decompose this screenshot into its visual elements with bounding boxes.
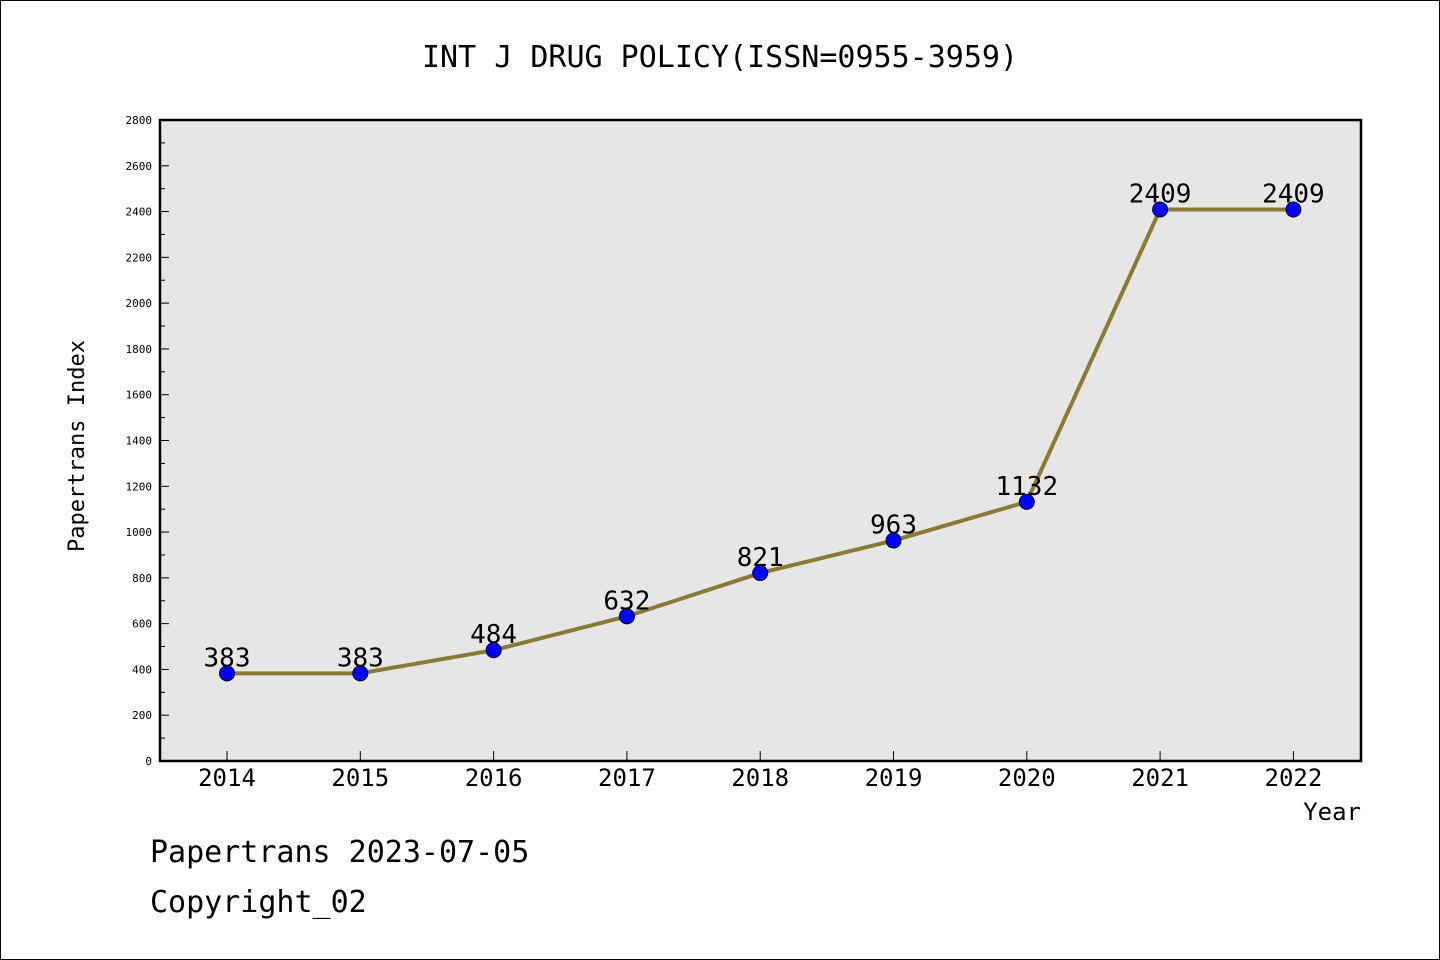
x-tick-label: 2014: [198, 764, 256, 792]
footer-copyright: Copyright_02: [150, 885, 367, 920]
y-axis: 0 200 400 600 800 1000 1200 1400 1600 1800 2000 220…: [126, 114, 169, 768]
y-tick-label: 2200: [126, 251, 153, 264]
x-tick-label: 2016: [465, 764, 523, 792]
x-tick-label: 2017: [598, 764, 656, 792]
y-tick-label: 0: [145, 755, 152, 768]
y-tick-label: 2800: [126, 114, 153, 127]
data-point: [485, 642, 502, 659]
y-tick-label: 400: [132, 663, 152, 676]
x-tick-label: 2020: [998, 764, 1056, 792]
data-label: 383: [204, 643, 251, 673]
data-point: [1018, 493, 1035, 510]
data-point: [618, 608, 635, 625]
y-tick-label: 600: [132, 618, 152, 631]
data-point: [219, 665, 235, 682]
x-tick-label: 2022: [1265, 764, 1323, 792]
footer-date: Papertrans 2023-07-05: [150, 835, 530, 870]
data-label: 2409: [1129, 180, 1192, 210]
y-tick-label: 2000: [126, 297, 153, 310]
y-tick-label: 1600: [126, 389, 153, 402]
y-tick-label: 1800: [126, 343, 153, 356]
y-tick-label: 1200: [126, 480, 153, 493]
x-tick-label: 2015: [331, 764, 389, 792]
y-tick-label: 1000: [126, 526, 153, 539]
data-label: 963: [870, 511, 917, 541]
x-axis-label: Year: [1303, 798, 1361, 826]
chart-title: INT J DRUG POLICY(ISSN=0955-3959): [422, 40, 1018, 75]
y-tick-label: 800: [132, 572, 152, 585]
series-layer: 383 383 484 632 821 963 1132 2409 2409: [204, 180, 1325, 682]
data-point: [1285, 201, 1302, 218]
data-point: [752, 565, 769, 582]
data-label: 1132: [995, 472, 1058, 502]
x-tick-label: 2021: [1131, 764, 1189, 792]
y-axis-label: Papertrans Index: [65, 340, 90, 552]
data-label: 2409: [1262, 180, 1325, 210]
y-tick-label: 1400: [126, 435, 153, 448]
plot-area: [158, 118, 1363, 763]
x-tick-label: 2019: [865, 764, 923, 792]
data-label: 632: [603, 586, 650, 616]
y-tick-label: 2600: [126, 160, 153, 173]
y-tick-label: 200: [132, 709, 152, 722]
data-label: 383: [337, 643, 384, 673]
data-point: [1152, 201, 1169, 218]
data-point: [885, 532, 902, 549]
x-axis: 2014 2015 2016 2017 2018 2019 2020 2021 2022: [198, 751, 1322, 792]
x-tick-label: 2018: [731, 764, 789, 792]
data-label: 484: [470, 620, 517, 650]
data-point: [352, 665, 369, 682]
y-tick-label: 2400: [126, 206, 153, 219]
data-label: 821: [737, 543, 784, 573]
